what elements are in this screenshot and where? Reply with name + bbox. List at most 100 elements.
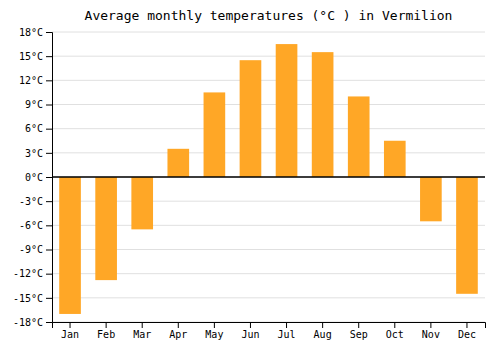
x-tick-label: Feb bbox=[97, 329, 115, 340]
y-tick: 6°C bbox=[25, 123, 52, 134]
bar bbox=[276, 44, 298, 177]
y-tick-label: -12°C bbox=[13, 268, 43, 279]
grid bbox=[52, 32, 485, 322]
grid-line bbox=[52, 177, 485, 178]
y-tick-mark bbox=[46, 80, 52, 81]
grid-line bbox=[52, 297, 485, 298]
x-tick: Aug bbox=[314, 322, 332, 340]
bar bbox=[167, 149, 189, 177]
x-tick-mark bbox=[394, 322, 395, 328]
x-tick: Jul bbox=[278, 322, 296, 340]
y-tick-mark bbox=[46, 274, 52, 275]
x-tick-label: Nov bbox=[422, 329, 440, 340]
x-tick-label: May bbox=[205, 329, 223, 340]
y-tick: 12°C bbox=[19, 75, 52, 86]
y-tick: -18°C bbox=[13, 317, 52, 328]
x-tick-mark bbox=[178, 322, 179, 328]
grid-line bbox=[52, 104, 485, 105]
y-tick: -3°C bbox=[19, 196, 52, 207]
x-tick-label: Sep bbox=[350, 329, 368, 340]
y-tick-mark bbox=[46, 225, 52, 226]
x-tick-label: Mar bbox=[133, 329, 151, 340]
y-tick: -6°C bbox=[19, 220, 52, 231]
x-tick: Jun bbox=[241, 322, 259, 340]
x-tick-label: Jun bbox=[241, 329, 259, 340]
y-tick: 9°C bbox=[25, 99, 52, 110]
x-tick: Mar bbox=[133, 322, 151, 340]
y-axis: -18°C -15°C -12°C -9°C -6°C -3°C 0°C 3°C 6°C 9°C 1… bbox=[13, 27, 53, 328]
y-tick-label: 15°C bbox=[19, 51, 43, 62]
x-tick-mark bbox=[430, 322, 431, 328]
x-tick-mark bbox=[214, 322, 215, 328]
y-tick-label: 9°C bbox=[25, 99, 43, 110]
y-tick-mark bbox=[46, 201, 52, 202]
x-tick-label: Jul bbox=[278, 329, 296, 340]
y-tick-mark bbox=[46, 105, 52, 106]
bars bbox=[59, 44, 478, 314]
y-tick: 3°C bbox=[25, 148, 52, 159]
x-tick: Nov bbox=[422, 322, 440, 340]
y-tick-mark bbox=[46, 56, 52, 57]
y-tick-label: -15°C bbox=[13, 293, 43, 304]
x-tick: Apr bbox=[169, 322, 187, 340]
x-axis-line bbox=[53, 323, 486, 329]
plot-area: -18°C -15°C -12°C -9°C -6°C -3°C 0°C 3°C 6°C 9°C 1… bbox=[13, 27, 486, 340]
x-tick-mark bbox=[466, 322, 467, 328]
y-tick-label: -3°C bbox=[19, 196, 43, 207]
x-tick-label: Oct bbox=[386, 329, 404, 340]
y-tick-mark bbox=[46, 298, 52, 299]
chart: -18°C -15°C -12°C -9°C -6°C -3°C 0°C 3°C 6°C 9°C 1… bbox=[0, 0, 500, 350]
bar bbox=[204, 92, 226, 177]
x-tick-mark bbox=[142, 322, 143, 328]
bar bbox=[131, 177, 153, 229]
x-tick-mark bbox=[70, 322, 71, 328]
grid-line bbox=[52, 152, 485, 153]
x-tick-mark bbox=[358, 322, 359, 328]
y-tick: 15°C bbox=[19, 51, 52, 62]
x-tick: Feb bbox=[97, 322, 115, 340]
grid-line bbox=[52, 128, 485, 129]
y-tick-mark bbox=[46, 129, 52, 130]
y-tick: -15°C bbox=[13, 293, 52, 304]
bar bbox=[312, 52, 334, 177]
x-tick-label: Dec bbox=[458, 329, 476, 340]
y-tick-mark bbox=[46, 32, 52, 33]
y-tick-label: 12°C bbox=[19, 75, 43, 86]
x-tick: Sep bbox=[350, 322, 368, 340]
x-tick: May bbox=[205, 322, 223, 340]
y-tick: -12°C bbox=[13, 268, 52, 279]
bar bbox=[456, 177, 478, 294]
y-tick-label: 6°C bbox=[25, 123, 43, 134]
x-tick: Dec bbox=[458, 322, 476, 340]
y-tick-mark bbox=[46, 177, 52, 178]
bar bbox=[384, 141, 406, 177]
x-tick-label: Apr bbox=[169, 329, 187, 340]
y-tick: -9°C bbox=[19, 244, 52, 255]
bar bbox=[95, 177, 117, 280]
y-tick-label: -9°C bbox=[19, 244, 43, 255]
title: Average monthly temperatures (°C ) in Ve… bbox=[85, 8, 453, 23]
grid-line bbox=[52, 80, 485, 81]
x-tick-mark bbox=[322, 322, 323, 328]
y-tick-label: 18°C bbox=[19, 27, 43, 38]
grid-line bbox=[52, 56, 485, 57]
y-tick-label: -18°C bbox=[13, 317, 43, 328]
y-tick-label: 3°C bbox=[25, 148, 43, 159]
x-tick-label: Jan bbox=[61, 329, 79, 340]
y-axis-line bbox=[46, 33, 53, 323]
x-tick-mark bbox=[250, 322, 251, 328]
y-tick-mark bbox=[46, 250, 52, 251]
bar bbox=[348, 96, 370, 177]
bar bbox=[240, 60, 262, 177]
x-tick: Oct bbox=[386, 322, 404, 340]
y-tick: 0°C bbox=[25, 172, 52, 183]
x-tick-mark bbox=[106, 322, 107, 328]
x-tick-label: Aug bbox=[314, 329, 332, 340]
bar bbox=[59, 177, 81, 314]
y-tick-mark bbox=[46, 153, 52, 154]
x-axis: Jan Feb Mar Apr May Jun Jul Aug Sep Oct Nov Dec bbox=[53, 322, 486, 340]
y-tick-label: -6°C bbox=[19, 220, 43, 231]
x-tick-mark bbox=[286, 322, 287, 328]
y-tick-mark bbox=[46, 322, 52, 323]
y-tick: 18°C bbox=[19, 27, 52, 38]
